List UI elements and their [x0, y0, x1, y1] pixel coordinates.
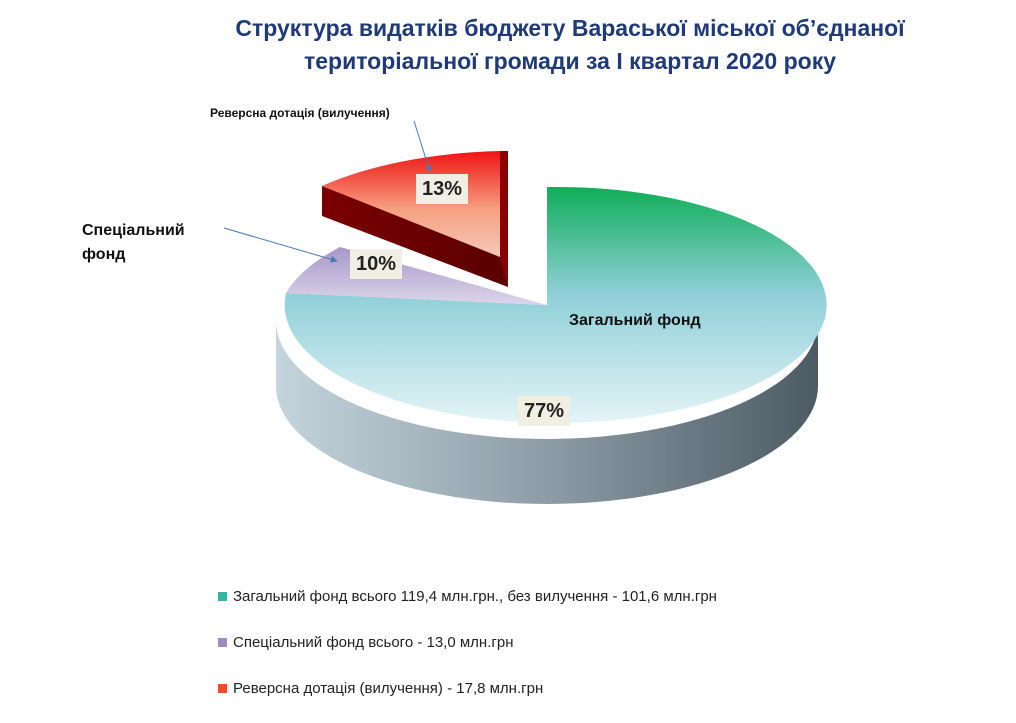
data-label-general: 77% [518, 396, 571, 426]
chart-title: Структура видатків бюджету Вараської міс… [180, 12, 960, 78]
legend: Загальний фонд всього 119,4 млн.грн., бе… [218, 585, 717, 723]
legend-label-general: Загальний фонд всього 119,4 млн.грн., бе… [233, 587, 717, 605]
slice-reverse-edge [500, 151, 508, 287]
callout-label-reverse: Реверсна дотація (вилучення) [210, 106, 390, 120]
data-label-special: 10% [350, 249, 403, 279]
slice-general-side [276, 321, 818, 504]
legend-label-special: Спеціальний фонд всього - 13,0 млн.грн [233, 633, 514, 651]
legend-item-special: Спеціальний фонд всього - 13,0 млн.грн [218, 631, 717, 653]
legend-label-reverse: Реверсна дотація (вилучення) - 17,8 млн.… [233, 679, 544, 697]
slice-label-general: Загальний фонд [569, 312, 701, 329]
legend-item-general: Загальний фонд всього 119,4 млн.грн., бе… [218, 585, 717, 607]
callout-arrow-reverse [413, 120, 432, 173]
legend-swatch-reverse [218, 684, 227, 693]
chart-title-line2: територіальної громади за І квартал 2020… [303, 48, 837, 74]
legend-swatch-general [218, 592, 227, 601]
slice-general [284, 186, 827, 423]
legend-item-reverse: Реверсна дотація (вилучення) - 17,8 млн.… [218, 677, 717, 699]
legend-swatch-special [218, 638, 227, 647]
slice-reverse-side [322, 186, 508, 287]
data-label-reverse: 13% [416, 174, 469, 204]
callout-arrow-special [223, 227, 338, 263]
callout-label-special: Спеціальний фонд [82, 222, 185, 263]
chart-title-line1: Структура видатків бюджету Вараської міс… [235, 15, 905, 41]
